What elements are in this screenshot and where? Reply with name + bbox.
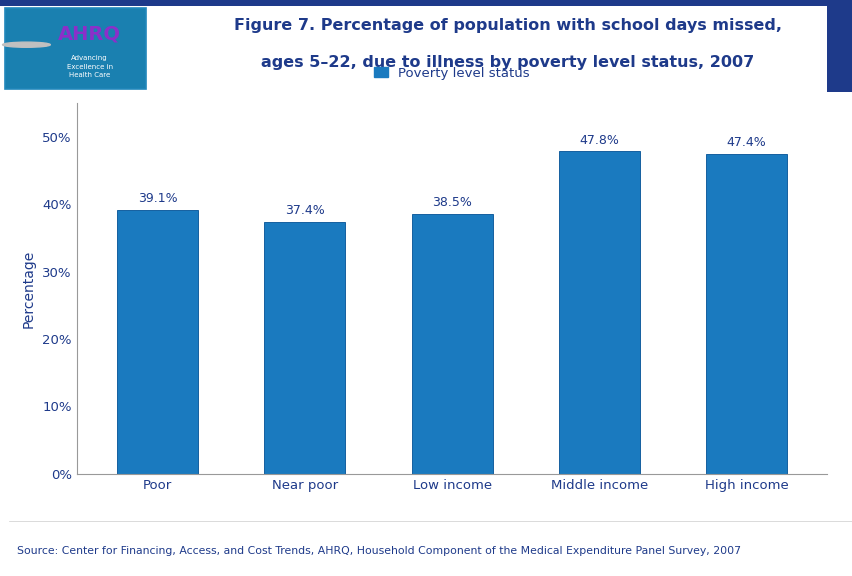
- Bar: [558, 151, 639, 474]
- Text: 47.4%: 47.4%: [726, 137, 765, 149]
- Text: Figure 7. Percentage of population with school days missed,: Figure 7. Percentage of population with …: [233, 18, 780, 33]
- Bar: [826, 6, 852, 92]
- Bar: [5, 8, 146, 89]
- Circle shape: [3, 42, 50, 47]
- Text: 47.8%: 47.8%: [579, 134, 619, 147]
- Y-axis label: Percentage: Percentage: [21, 249, 36, 328]
- Text: 38.5%: 38.5%: [432, 196, 471, 210]
- Bar: [412, 214, 492, 474]
- Text: Advancing
Excellence in
Health Care: Advancing Excellence in Health Care: [66, 55, 112, 78]
- Bar: [705, 154, 786, 474]
- Bar: [117, 210, 198, 474]
- Bar: [264, 222, 345, 474]
- Text: ages 5–22, due to illness by poverty level status, 2007: ages 5–22, due to illness by poverty lev…: [261, 55, 753, 70]
- Text: AHRQ: AHRQ: [58, 25, 121, 44]
- Text: 39.1%: 39.1%: [138, 192, 177, 206]
- Text: 37.4%: 37.4%: [285, 204, 325, 217]
- Bar: [0, 0, 852, 6]
- Text: Source: Center for Financing, Access, and Cost Trends, AHRQ, Household Component: Source: Center for Financing, Access, an…: [17, 546, 740, 556]
- Legend: Poverty level status: Poverty level status: [369, 61, 534, 85]
